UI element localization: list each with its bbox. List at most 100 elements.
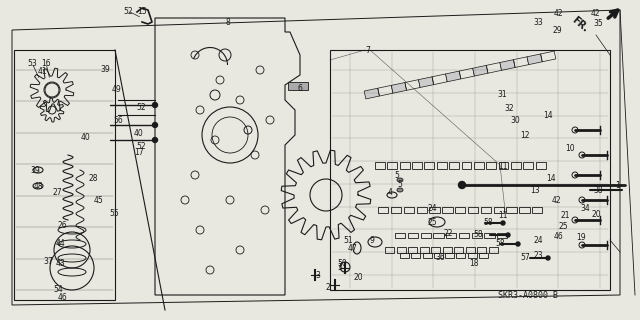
Text: 52: 52 <box>123 6 133 15</box>
Text: 49: 49 <box>111 84 121 93</box>
Circle shape <box>458 181 465 188</box>
Ellipse shape <box>397 178 403 182</box>
Bar <box>442 247 452 253</box>
Text: 36: 36 <box>435 253 445 262</box>
Circle shape <box>152 102 157 108</box>
Text: 48: 48 <box>33 181 43 190</box>
Text: 11: 11 <box>499 211 508 220</box>
Text: 27: 27 <box>52 188 62 196</box>
Text: 44: 44 <box>55 238 65 247</box>
Text: 15: 15 <box>137 6 147 15</box>
Bar <box>456 252 465 258</box>
Bar <box>532 207 543 213</box>
Text: 18: 18 <box>469 259 479 268</box>
Text: 32: 32 <box>504 103 514 113</box>
Text: 2: 2 <box>326 284 330 292</box>
Text: 20: 20 <box>591 210 601 219</box>
Polygon shape <box>391 83 406 93</box>
Bar <box>404 207 414 213</box>
Text: 34: 34 <box>580 204 590 212</box>
Text: 25: 25 <box>427 218 437 227</box>
Text: 14: 14 <box>546 173 556 182</box>
Text: 8: 8 <box>226 18 230 27</box>
Text: 39: 39 <box>30 165 40 174</box>
Text: 3: 3 <box>316 271 321 281</box>
Text: 10: 10 <box>565 143 575 153</box>
Text: 29: 29 <box>552 26 562 35</box>
Text: 58: 58 <box>473 229 483 238</box>
Bar <box>481 207 491 213</box>
Circle shape <box>501 221 505 225</box>
Bar <box>375 162 385 169</box>
Text: 4: 4 <box>388 188 392 196</box>
Text: 5: 5 <box>395 171 399 180</box>
Bar <box>519 207 529 213</box>
Bar <box>429 207 440 213</box>
Text: 40: 40 <box>80 132 90 141</box>
Bar <box>499 162 508 169</box>
Text: 39: 39 <box>100 65 110 74</box>
Bar <box>454 247 463 253</box>
Bar <box>467 252 477 258</box>
Text: 13: 13 <box>530 186 540 195</box>
Text: 50: 50 <box>337 260 347 268</box>
Bar <box>511 162 521 169</box>
Bar <box>477 247 486 253</box>
Text: 26: 26 <box>57 220 67 229</box>
Bar <box>417 207 427 213</box>
Bar <box>400 162 410 169</box>
Bar <box>412 162 422 169</box>
Bar <box>468 207 478 213</box>
Text: 1: 1 <box>616 180 620 189</box>
Circle shape <box>152 123 157 127</box>
Text: 42: 42 <box>551 196 561 204</box>
Text: 31: 31 <box>497 90 507 99</box>
Polygon shape <box>364 88 380 99</box>
Text: 46: 46 <box>57 293 67 302</box>
Bar <box>436 162 447 169</box>
Bar <box>455 207 465 213</box>
Text: 3: 3 <box>337 263 342 273</box>
Circle shape <box>516 242 520 246</box>
Text: 24: 24 <box>427 204 437 212</box>
Text: 54: 54 <box>53 285 63 294</box>
Bar <box>506 207 516 213</box>
Text: 21: 21 <box>560 211 570 220</box>
Text: 41: 41 <box>37 67 47 76</box>
Bar <box>524 162 533 169</box>
Text: 47: 47 <box>347 244 357 252</box>
Text: 7: 7 <box>365 45 371 54</box>
Bar <box>479 252 488 258</box>
Bar <box>442 207 452 213</box>
Bar <box>445 252 454 258</box>
Bar <box>465 247 475 253</box>
Bar <box>408 233 418 237</box>
Text: 58: 58 <box>495 238 505 247</box>
Text: 45: 45 <box>93 196 103 204</box>
Text: 53: 53 <box>27 59 37 68</box>
Text: 52: 52 <box>136 141 146 150</box>
Text: 17: 17 <box>134 148 144 156</box>
Text: 43: 43 <box>55 259 65 268</box>
Bar <box>288 82 308 90</box>
Text: 52: 52 <box>136 102 146 111</box>
Text: 42: 42 <box>553 9 563 18</box>
Bar <box>497 233 508 237</box>
Text: 22: 22 <box>444 228 452 237</box>
Bar <box>385 247 394 253</box>
Text: 25: 25 <box>558 221 568 230</box>
Bar <box>408 247 417 253</box>
Polygon shape <box>445 71 461 82</box>
Bar <box>387 162 397 169</box>
Bar <box>378 207 388 213</box>
Bar <box>461 162 472 169</box>
Text: 56: 56 <box>113 116 123 124</box>
Text: 55: 55 <box>109 209 119 218</box>
Bar <box>434 252 443 258</box>
Bar <box>449 162 459 169</box>
Bar <box>397 247 406 253</box>
Text: 40: 40 <box>133 129 143 138</box>
Bar <box>391 207 401 213</box>
Text: 46: 46 <box>553 231 563 241</box>
Text: 23: 23 <box>533 251 543 260</box>
